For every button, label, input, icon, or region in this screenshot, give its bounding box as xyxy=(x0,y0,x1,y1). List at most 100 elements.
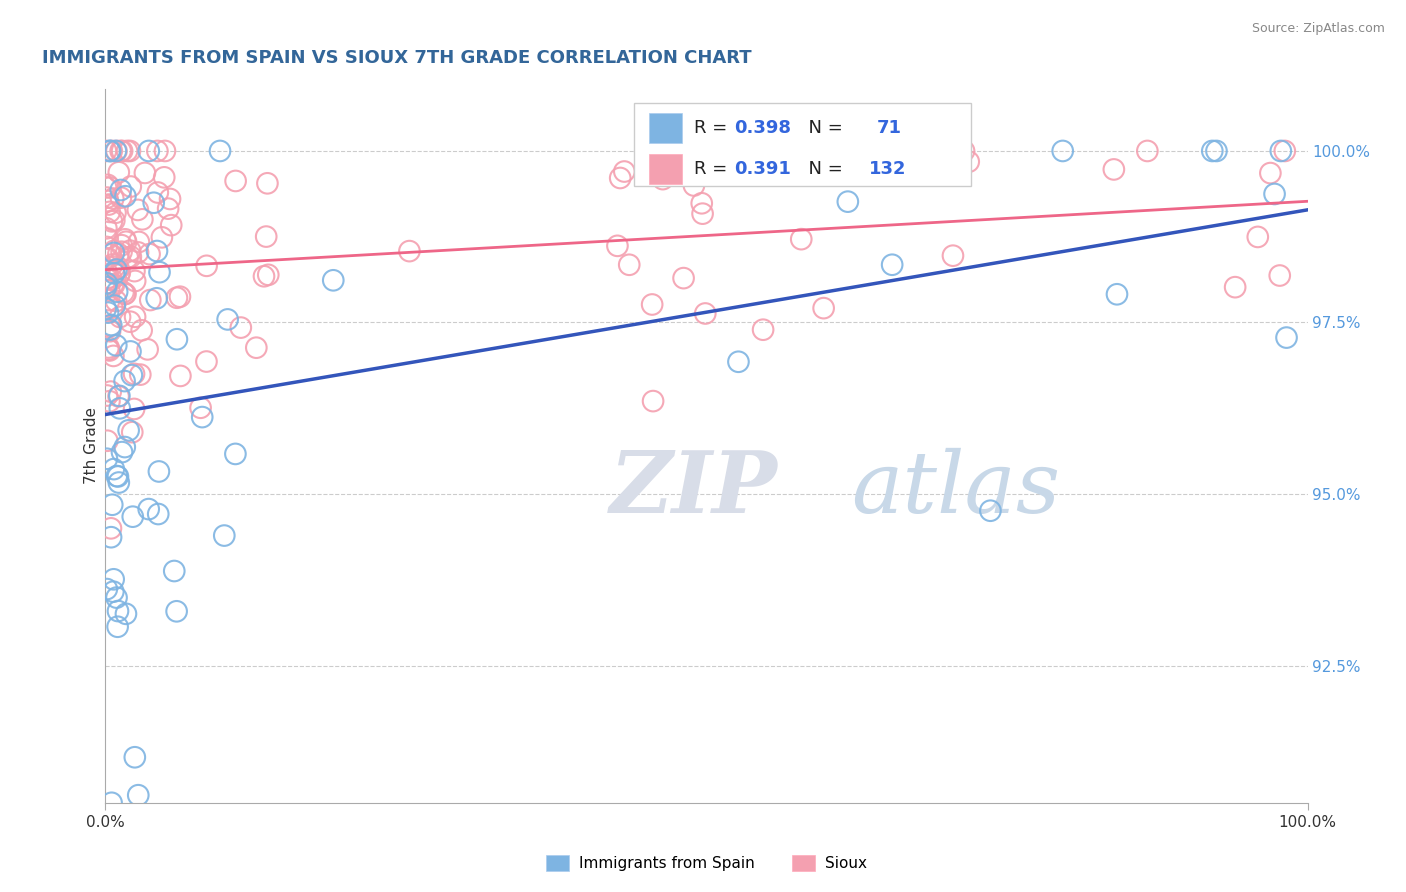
Point xyxy=(105,285,128,299)
Point xyxy=(105,469,128,483)
Point xyxy=(98,319,121,334)
Point xyxy=(953,144,976,158)
Point xyxy=(134,166,156,180)
Text: ZIP: ZIP xyxy=(610,447,778,531)
Text: N =: N = xyxy=(797,120,848,137)
Point xyxy=(101,273,124,287)
Point xyxy=(136,343,159,357)
Point xyxy=(117,423,139,437)
Point xyxy=(114,374,136,388)
Text: N =: N = xyxy=(797,161,848,178)
Point xyxy=(97,194,120,208)
Legend: Immigrants from Spain, Sioux: Immigrants from Spain, Sioux xyxy=(540,849,873,877)
Point xyxy=(100,318,122,332)
Point xyxy=(837,194,859,209)
Point xyxy=(651,172,673,186)
Point xyxy=(127,202,149,217)
Text: R =: R = xyxy=(695,161,734,178)
Point xyxy=(110,183,132,197)
Point xyxy=(108,401,131,416)
Point xyxy=(214,528,236,542)
Point xyxy=(695,306,717,320)
Point xyxy=(229,320,252,334)
Point xyxy=(103,349,125,363)
Point xyxy=(148,507,170,521)
Point xyxy=(97,178,120,192)
Point xyxy=(107,165,129,179)
Point xyxy=(96,221,118,235)
Point xyxy=(160,218,183,232)
Point xyxy=(1136,144,1159,158)
Point xyxy=(114,440,136,454)
Point xyxy=(97,305,120,319)
Point xyxy=(94,301,117,316)
Point xyxy=(94,144,117,158)
Point xyxy=(166,332,188,346)
Point xyxy=(868,144,890,158)
Point xyxy=(641,394,664,409)
Point xyxy=(96,451,118,466)
Point xyxy=(114,286,136,301)
Point xyxy=(322,273,344,287)
Point xyxy=(641,297,664,311)
Point xyxy=(94,180,117,194)
Point xyxy=(1260,166,1282,180)
Point xyxy=(96,277,118,291)
Point xyxy=(96,582,118,596)
Point xyxy=(1274,144,1296,158)
Point xyxy=(104,144,127,158)
Point xyxy=(139,293,162,307)
Point xyxy=(117,251,139,265)
Point xyxy=(813,301,835,315)
Point xyxy=(103,584,125,599)
Point xyxy=(146,186,169,200)
Point xyxy=(100,796,122,810)
Point xyxy=(672,271,695,285)
Point xyxy=(98,144,121,158)
Point xyxy=(127,245,149,260)
Point xyxy=(105,262,128,277)
Point xyxy=(979,504,1001,518)
Point xyxy=(1102,162,1125,177)
Point xyxy=(121,368,143,383)
Point xyxy=(114,189,136,203)
Point xyxy=(690,196,713,211)
Point xyxy=(1270,144,1292,158)
Point xyxy=(104,299,127,313)
Point xyxy=(108,268,131,282)
Point xyxy=(195,354,218,368)
Point xyxy=(1268,268,1291,283)
Point xyxy=(101,277,124,292)
Point xyxy=(103,244,125,258)
Point xyxy=(1201,144,1223,158)
Point xyxy=(107,620,129,634)
Point xyxy=(127,788,149,802)
Point xyxy=(727,355,749,369)
Text: R =: R = xyxy=(695,120,734,137)
Point xyxy=(131,323,153,337)
Point xyxy=(122,367,145,381)
Point xyxy=(613,164,636,178)
Text: IMMIGRANTS FROM SPAIN VS SIOUX 7TH GRADE CORRELATION CHART: IMMIGRANTS FROM SPAIN VS SIOUX 7TH GRADE… xyxy=(42,49,752,67)
Point xyxy=(790,232,813,246)
Point xyxy=(118,144,141,158)
Point xyxy=(606,239,628,253)
Point xyxy=(120,179,142,194)
Point xyxy=(103,213,125,227)
Point xyxy=(217,312,239,326)
Point xyxy=(110,144,132,158)
Y-axis label: 7th Grade: 7th Grade xyxy=(83,408,98,484)
Point xyxy=(98,247,121,261)
Point xyxy=(145,291,167,305)
Text: 0.391: 0.391 xyxy=(734,161,792,178)
Point xyxy=(114,232,136,246)
Point xyxy=(208,144,231,158)
Point xyxy=(148,265,170,279)
Point xyxy=(101,301,124,315)
Point xyxy=(146,244,169,258)
Point xyxy=(98,180,121,194)
Point xyxy=(195,259,218,273)
Point xyxy=(112,285,135,300)
Point xyxy=(150,230,173,244)
Text: 0.398: 0.398 xyxy=(734,120,792,137)
